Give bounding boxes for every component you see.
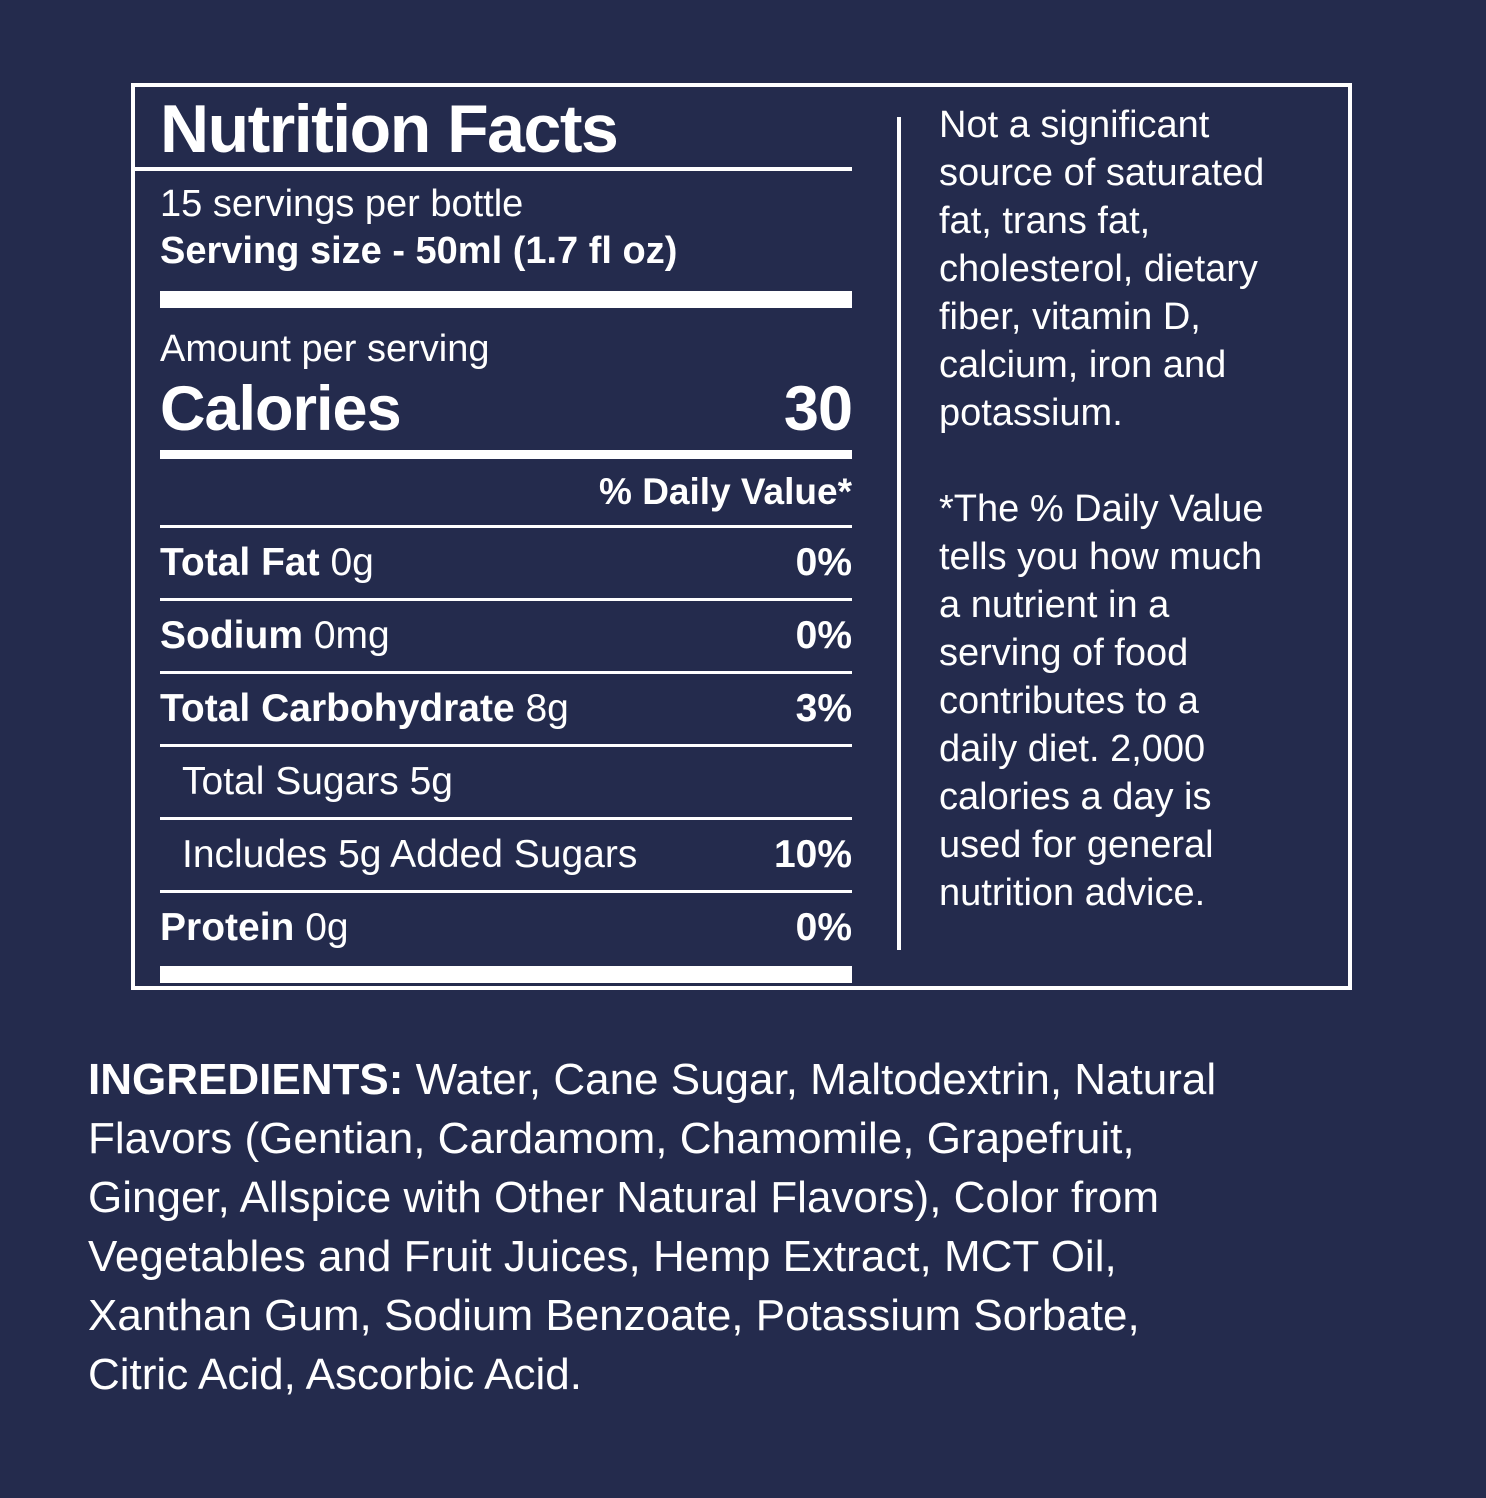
nutrient-daily-value: 10% <box>773 833 852 876</box>
nutrient-daily-value: 0% <box>795 541 852 584</box>
nutrient-row: Total Fat 0g 0% <box>160 528 852 598</box>
nutrient-row: Total Carbohydrate 8g 3% <box>160 674 852 744</box>
nutrient-row: Total Sugars 5g <box>160 747 852 817</box>
nutrient-name: Total Sugars 5g <box>182 760 454 803</box>
medium-separator-bar <box>160 450 852 459</box>
nutrient-daily-value: 3% <box>795 687 852 730</box>
side-notes: Not a significant source of saturated fat,… <box>901 87 1348 986</box>
daily-value-footnote: *The % Daily Value tells you how much a nu… <box>939 488 1264 914</box>
ingredients-label: INGREDIENTS: <box>88 1055 404 1104</box>
nutrient-name: Total Fat 0g <box>160 541 374 584</box>
row-separator <box>160 671 852 674</box>
row-separator <box>160 890 852 893</box>
nutrient-name: Sodium 0mg <box>160 614 390 657</box>
nutrient-rows: Total Fat 0g 0% Sodium 0mg 0% Total Carb… <box>160 528 852 963</box>
nutrition-facts-panel: Nutrition Facts 15 servings per bottle S… <box>135 87 897 986</box>
thick-separator-bar <box>160 291 852 308</box>
nutrient-name: Includes 5g Added Sugars <box>182 833 638 876</box>
calories-row: Calories 30 <box>160 374 853 444</box>
row-separator <box>160 598 852 601</box>
nutrient-name: Protein 0g <box>160 906 349 949</box>
ingredients-list: Water, Cane Sugar, Maltodextrin, Natural… <box>88 1055 1217 1399</box>
nutrient-row: Includes 5g Added Sugars 10% <box>160 820 852 890</box>
vertical-divider <box>897 117 901 950</box>
row-separator <box>160 817 852 820</box>
ingredients-paragraph: INGREDIENTS: Water, Cane Sugar, Maltodex… <box>88 1050 1448 1404</box>
title-rule <box>135 167 852 171</box>
nutrient-daily-value: 0% <box>795 614 852 657</box>
row-separator <box>160 525 852 528</box>
daily-value-header: % Daily Value* <box>599 471 852 512</box>
nutrient-daily-value: 0% <box>795 906 852 949</box>
nutrition-facts-box: Nutrition Facts 15 servings per bottle S… <box>131 83 1352 990</box>
calories-value: 30 <box>783 374 853 444</box>
nutrient-name: Total Carbohydrate 8g <box>160 687 569 730</box>
row-separator <box>160 744 852 747</box>
nutrient-row: Sodium 0mg 0% <box>160 601 852 671</box>
calories-label: Calories <box>160 374 402 444</box>
nutrition-facts-title: Nutrition Facts <box>160 91 619 167</box>
serving-size: Serving size - 50ml (1.7 fl oz) <box>160 230 678 272</box>
amount-per-serving-label: Amount per serving <box>160 328 490 370</box>
nutrient-row: Protein 0g 0% <box>160 893 852 963</box>
servings-per-bottle: 15 servings per bottle <box>160 183 524 225</box>
not-significant-note: Not a significant source of saturated fat,… <box>939 104 1265 434</box>
thick-separator-bar-bottom <box>160 966 852 983</box>
